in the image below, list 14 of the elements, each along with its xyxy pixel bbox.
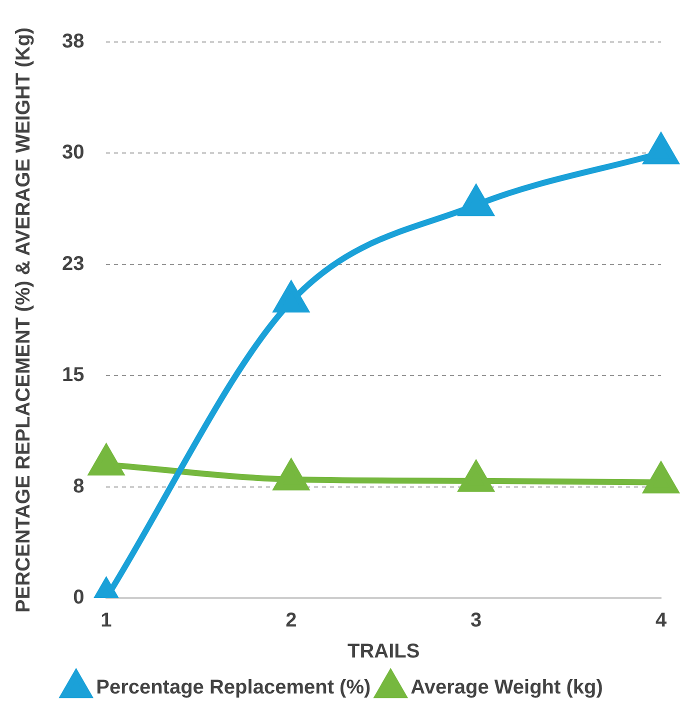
legend-label: Percentage Replacement (%): [96, 676, 371, 699]
y-tick-label: 23: [62, 252, 84, 275]
x-tick-label: 1: [100, 610, 112, 632]
x-axis-title: TRAILS: [348, 640, 420, 663]
x-tick-label: 4: [655, 610, 668, 632]
y-tick-label: 38: [62, 30, 84, 53]
x-tick-label: 2: [286, 610, 297, 632]
y-tick-label: 0: [73, 586, 84, 609]
y-axis-title: PERCENTAGE REPLACEMENT (%) & AVERAGE WEIGHT (Kg): [12, 27, 35, 613]
legend-label: Average Weight (kg): [410, 676, 603, 699]
y-tick-label: 8: [73, 475, 84, 498]
x-tick-label: 3: [470, 610, 482, 632]
y-tick-label: 30: [62, 142, 84, 164]
y-tick-label: 15: [62, 364, 84, 386]
